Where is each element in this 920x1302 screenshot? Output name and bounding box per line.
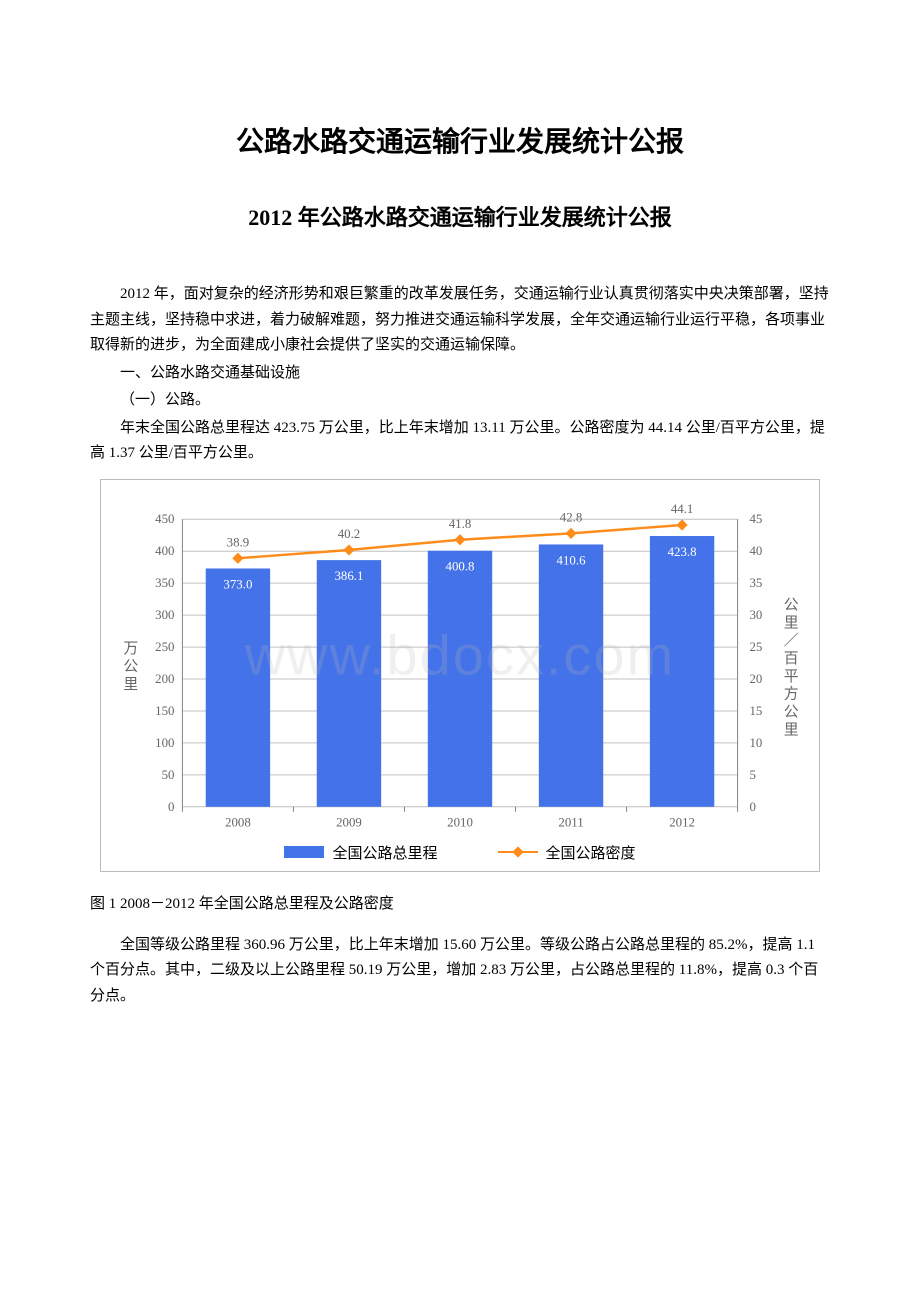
- svg-text:2008: 2008: [225, 815, 251, 829]
- svg-text:里: 里: [784, 722, 799, 738]
- svg-text:2009: 2009: [336, 815, 362, 829]
- svg-text:40: 40: [749, 544, 762, 558]
- svg-text:100: 100: [155, 735, 174, 749]
- intro-paragraph: 2012 年，面对复杂的经济形势和艰巨繁重的改革发展任务，交通运输行业认真贯彻落…: [90, 282, 830, 359]
- svg-text:35: 35: [749, 576, 762, 590]
- svg-text:423.8: 423.8: [668, 544, 697, 558]
- road-total-paragraph: 年末全国公路总里程达 423.75 万公里，比上年末增加 13.11 万公里。公…: [90, 416, 830, 467]
- svg-text:0: 0: [749, 799, 755, 813]
- main-title: 公路水路交通运输行业发展统计公报: [90, 120, 830, 160]
- svg-text:／: ／: [784, 632, 799, 649]
- svg-text:2011: 2011: [558, 815, 583, 829]
- sub-title: 2012 年公路水路交通运输行业发展统计公报: [90, 200, 830, 232]
- legend-line-swatch: [498, 845, 538, 859]
- svg-text:公: 公: [123, 658, 138, 674]
- svg-text:2010: 2010: [447, 815, 473, 829]
- svg-text:150: 150: [155, 703, 174, 717]
- svg-text:15: 15: [749, 703, 762, 717]
- svg-text:方: 方: [784, 685, 799, 702]
- svg-text:5: 5: [749, 767, 755, 781]
- svg-text:200: 200: [155, 671, 174, 685]
- svg-text:50: 50: [162, 767, 175, 781]
- svg-text:25: 25: [749, 640, 762, 654]
- svg-text:40.2: 40.2: [338, 527, 361, 541]
- legend-bar-label: 全国公路总里程: [332, 842, 437, 863]
- svg-text:450: 450: [155, 512, 174, 526]
- svg-text:300: 300: [155, 608, 174, 622]
- svg-text:400: 400: [155, 544, 174, 558]
- svg-text:45: 45: [749, 512, 762, 526]
- svg-text:350: 350: [155, 576, 174, 590]
- svg-text:万: 万: [123, 641, 138, 657]
- graded-road-paragraph: 全国等级公路里程 360.96 万公里，比上年末增加 15.60 万公里。等级公…: [90, 933, 830, 1010]
- svg-text:41.8: 41.8: [449, 516, 472, 530]
- svg-text:38.9: 38.9: [227, 535, 250, 549]
- svg-text:250: 250: [155, 640, 174, 654]
- chart-legend: 全国公路总里程 全国公路密度: [113, 842, 807, 863]
- svg-text:400.8: 400.8: [446, 559, 475, 573]
- svg-text:42.8: 42.8: [560, 510, 583, 524]
- svg-text:373.0: 373.0: [223, 577, 252, 591]
- chart-plot-area: www.bdocx.com 05010015020025030035040045…: [113, 498, 807, 838]
- legend-bar-swatch: [284, 846, 324, 858]
- svg-text:386.1: 386.1: [334, 568, 363, 582]
- svg-text:30: 30: [749, 608, 762, 622]
- chart-svg: 0 50 100 150 200 250 300 350 400 450 0 5 10 15 20 25 30 3…: [113, 498, 807, 838]
- svg-text:2012: 2012: [669, 815, 695, 829]
- svg-text:0: 0: [168, 799, 174, 813]
- svg-text:里: 里: [784, 615, 799, 631]
- svg-text:公: 公: [784, 597, 799, 613]
- svg-text:百: 百: [784, 651, 799, 667]
- legend-line-label: 全国公路密度: [546, 842, 636, 863]
- svg-text:公: 公: [784, 704, 799, 720]
- svg-text:里: 里: [123, 676, 138, 692]
- svg-text:410.6: 410.6: [557, 553, 587, 567]
- figure-1-caption: 图 1 2008－2012 年全国公路总里程及公路密度: [90, 892, 830, 913]
- section-heading-1: 一、公路水路交通基础设施: [90, 361, 830, 387]
- svg-text:10: 10: [749, 735, 762, 749]
- svg-text:20: 20: [749, 671, 762, 685]
- legend-bar-item: 全国公路总里程: [284, 842, 437, 863]
- section-heading-1-1: （一）公路。: [90, 388, 830, 414]
- svg-text:44.1: 44.1: [671, 502, 694, 516]
- svg-text:平: 平: [784, 668, 799, 684]
- figure-1-container: www.bdocx.com 05010015020025030035040045…: [100, 479, 820, 872]
- legend-line-item: 全国公路密度: [498, 842, 636, 863]
